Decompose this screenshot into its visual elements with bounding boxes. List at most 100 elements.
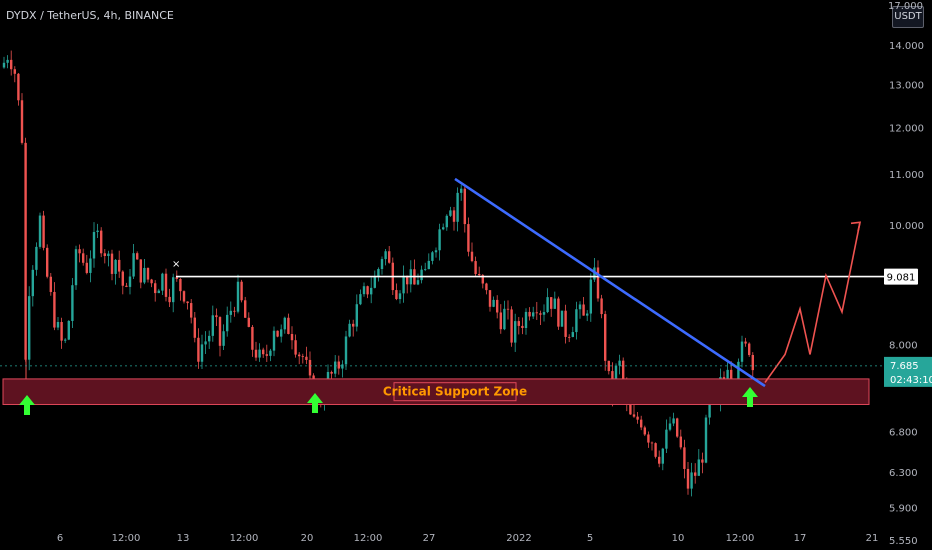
price-tick: 8.000 [889, 340, 918, 351]
candle [290, 333, 294, 341]
candle [262, 349, 265, 355]
candle [276, 330, 279, 337]
candle [456, 192, 459, 222]
candle [362, 286, 366, 295]
candle [539, 313, 542, 315]
candle [355, 304, 358, 327]
candle [78, 249, 81, 254]
candle [402, 275, 405, 294]
current-price-badge [884, 356, 932, 387]
candle [103, 253, 106, 257]
time-tick: 12:00 [112, 533, 141, 544]
candle [668, 423, 672, 430]
resistance-marker-x: × [172, 259, 180, 270]
bounce-arrow [19, 395, 35, 415]
candle [578, 304, 582, 310]
bounce-arrow [742, 387, 758, 407]
price-tick: 14.000 [889, 41, 924, 52]
candle [272, 330, 276, 351]
candle [427, 260, 430, 270]
candle [337, 361, 340, 369]
candle [161, 273, 164, 291]
candle [496, 299, 499, 313]
candle [118, 259, 121, 272]
candle [139, 259, 142, 283]
candle [478, 274, 481, 276]
candle [240, 281, 243, 301]
candle [71, 285, 74, 321]
candle [434, 250, 438, 253]
time-tick: 12:00 [726, 533, 755, 544]
candle [370, 287, 373, 295]
candle [571, 332, 574, 337]
candle [136, 253, 139, 260]
candle [740, 341, 744, 362]
support-zone-label-box [393, 382, 517, 402]
candle [748, 343, 751, 356]
candle [82, 253, 85, 263]
time-tick: 10 [672, 533, 685, 544]
candle [298, 354, 301, 357]
candle [13, 69, 16, 74]
trendline [454, 177, 766, 388]
candle [398, 293, 402, 300]
candle [17, 73, 20, 101]
candle [607, 360, 610, 372]
candle [449, 210, 452, 216]
candle [114, 259, 117, 274]
candle [100, 230, 103, 254]
price-tick: 10.000 [889, 221, 924, 232]
candle [330, 371, 333, 374]
candle [474, 261, 477, 275]
candle [143, 267, 146, 283]
candle [190, 303, 193, 318]
time-tick: 13 [177, 533, 190, 544]
candle [211, 315, 214, 336]
candle [269, 350, 272, 356]
candle [600, 298, 603, 315]
candle [208, 335, 211, 342]
candle [204, 341, 207, 345]
candle [42, 215, 45, 248]
candle [629, 403, 632, 415]
candle [172, 277, 175, 303]
price-axis-top-tick: 17.000 [888, 1, 923, 12]
candle [683, 447, 686, 469]
candle [737, 361, 740, 384]
candle [193, 317, 196, 338]
candle [726, 369, 729, 380]
candle [2, 62, 6, 68]
currency-button[interactable]: USDT [892, 6, 924, 28]
candle [596, 267, 600, 299]
candle [125, 285, 128, 287]
candle [514, 321, 517, 343]
candle [643, 427, 646, 435]
candle [564, 310, 567, 337]
candle [503, 308, 506, 330]
time-tick: 6 [57, 533, 63, 544]
time-tick: 12:00 [230, 533, 259, 544]
candle [557, 298, 560, 327]
candle [380, 259, 384, 269]
candle [200, 344, 204, 362]
candle [251, 326, 254, 350]
price-tick: 5.900 [889, 503, 918, 514]
candle [67, 320, 70, 340]
time-axis[interactable]: 6 12:00 13 12:00 20 12:00 27 2022 5 10 12:00 17 21 [57, 533, 879, 544]
price-axis[interactable]: 14.000 13.000 12.000 11.000 10.000 8.000 6.800… [889, 41, 924, 547]
candle [582, 304, 585, 316]
candle [521, 325, 524, 328]
resistance-price-badge [884, 268, 918, 285]
candle [244, 300, 247, 318]
candle [406, 275, 409, 285]
candle [416, 280, 420, 285]
candle [632, 414, 636, 417]
candle [488, 290, 492, 307]
candle [348, 323, 351, 337]
time-tick: 20 [301, 533, 314, 544]
candle [744, 341, 747, 344]
candle [604, 314, 607, 361]
candle [690, 472, 693, 489]
candle [85, 262, 88, 273]
